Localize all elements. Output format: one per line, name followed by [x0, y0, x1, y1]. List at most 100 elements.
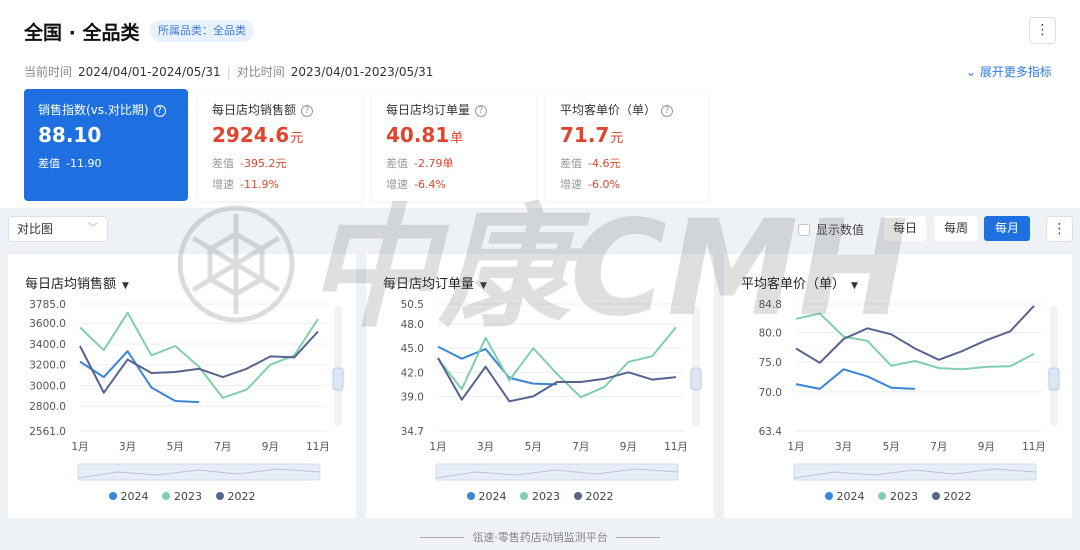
- legend-label: 2023: [890, 490, 918, 503]
- y-tick-label: 50.5: [401, 299, 424, 311]
- x-zoom-preview: [77, 468, 321, 479]
- x-tick-label: 7月: [572, 441, 589, 453]
- chart-card-orders: 每日店均订单量 ▼ 50.5 48.0 45.0 42.0 39.0 34.7 1月 3月 5月 7…: [366, 254, 714, 518]
- more-menu-icon[interactable]: ⋮: [1029, 17, 1056, 44]
- y-tick-label: 84.8: [759, 299, 782, 311]
- chart-plot-sales[interactable]: 3785.0 3600.0 3400.0 3200.0 3000.0 2800.0 2561…: [8, 294, 356, 484]
- kpi-growth-label: 增速: [212, 178, 234, 191]
- legend-item-2023[interactable]: 2023: [162, 490, 202, 503]
- chart-title: 每日店均订单量: [383, 277, 475, 292]
- chevron-down-icon: ⌄: [966, 65, 980, 79]
- x-tick-label: 1月: [787, 441, 804, 453]
- chart-title-selector[interactable]: 每日店均订单量 ▼: [383, 273, 487, 292]
- legend-item-2024[interactable]: 2024: [108, 490, 149, 503]
- y-tick-label: 80.0: [759, 327, 782, 339]
- kpi-growth-label: 增速: [386, 178, 408, 191]
- legend-label: 2024: [836, 490, 865, 503]
- compare-chart-select[interactable]: 对比图 ﹀: [8, 216, 108, 242]
- footer-line: [615, 537, 660, 538]
- granularity-day-button[interactable]: 每日: [884, 216, 926, 241]
- y-tick-label: 3600.0: [29, 318, 66, 330]
- x-tick-label: 3月: [477, 441, 494, 453]
- kpi-card-daily-sales[interactable]: 每日店均销售额? 2924.6元 差值 -395.2元 增速 -11.9%: [198, 89, 362, 201]
- legend-item-2023[interactable]: 2023: [878, 490, 918, 503]
- kpi-diff-label: 差值: [560, 157, 582, 170]
- x-tick-label: 9月: [620, 441, 637, 453]
- legend-item-2022[interactable]: 2022: [573, 490, 614, 503]
- legend-label: 2023: [532, 490, 560, 503]
- legend-dot-icon: [573, 492, 582, 500]
- x-tick-label: 3月: [119, 441, 136, 453]
- legend-item-2023[interactable]: 2023: [520, 490, 560, 503]
- kpi-unit: 单: [450, 131, 464, 146]
- help-icon[interactable]: ?: [153, 105, 166, 117]
- series-line-2023: [795, 312, 1035, 371]
- chart-title-selector[interactable]: 平均客单价（单） ▼: [741, 273, 858, 292]
- category-badge[interactable]: 所属品类：全品类: [150, 20, 254, 42]
- y-tick-label: 2800.0: [29, 401, 66, 413]
- kpi-unit: 元: [290, 131, 304, 146]
- legend-label: 2022: [227, 490, 256, 503]
- chevron-down-icon: ﹀: [88, 223, 98, 234]
- kpi-diff-value: -11.90: [66, 157, 102, 170]
- legend-dot-icon: [878, 492, 886, 500]
- help-icon[interactable]: ?: [475, 105, 488, 117]
- compare-chart-select-value: 对比图: [17, 222, 54, 236]
- y-tick-label: 3200.0: [29, 360, 66, 372]
- expand-metrics-link[interactable]: ⌄ 展开更多指标: [966, 63, 1052, 80]
- legend-dot-icon: [520, 492, 528, 500]
- x-tick-label: 1月: [429, 441, 446, 453]
- series-line-2023: [437, 326, 677, 399]
- caret-down-icon: ▼: [480, 281, 487, 291]
- chart-card-avg-price: 平均客单价（单） ▼ 84.8 80.0 75.0 70.0 63.4 1月 3月 5月 7月 9月…: [724, 254, 1072, 518]
- help-icon[interactable]: ?: [301, 105, 314, 117]
- chart-legend: 2024 2023 2022: [724, 490, 1072, 503]
- legend-label: 2022: [585, 490, 614, 503]
- show-values-toggle[interactable]: 显示数值: [798, 221, 864, 238]
- chart-more-menu-icon[interactable]: ⋮: [1046, 216, 1073, 242]
- legend-item-2024[interactable]: 2024: [466, 490, 507, 503]
- kpi-diff-value: -4.6元: [588, 157, 621, 170]
- kpi-card-avg-price[interactable]: 平均客单价（单）? 71.7元 差值 -4.6元 增速 -6.0%: [546, 89, 708, 201]
- kpi-card-sales-index[interactable]: 销售指数(vs.对比期)? 88.10 差值 -11.90: [24, 89, 188, 201]
- kpi-diff-label: 差值: [38, 157, 60, 170]
- kpi-label: 每日店均销售额: [212, 103, 297, 117]
- y-zoom-handle: [332, 367, 344, 391]
- legend-item-2022[interactable]: 2022: [931, 490, 972, 503]
- x-tick-label: 5月: [883, 441, 900, 453]
- granularity-week-button[interactable]: 每周: [934, 216, 978, 241]
- caret-down-icon: ▼: [851, 281, 858, 291]
- kpi-diff-value: -395.2元: [240, 157, 287, 170]
- chart-plot-orders[interactable]: 50.5 48.0 45.0 42.0 39.0 34.7 1月 3月 5月 7月 9月 11月: [366, 294, 714, 484]
- series-line-2022: [437, 357, 677, 403]
- kpi-card-daily-orders[interactable]: 每日店均订单量? 40.81单 差值 -2.79单 增速 -6.4%: [372, 89, 536, 201]
- chart-title: 每日店均销售额: [25, 277, 117, 292]
- series-line-2024: [795, 368, 916, 390]
- y-tick-label: 34.7: [401, 426, 424, 438]
- x-tick-label: 11月: [306, 441, 330, 453]
- chart-card-sales: 每日店均销售额 ▼ 3785.0 3600.0 3400.0 3200.0 3000.0 2…: [8, 254, 356, 518]
- series-line-2024: [79, 350, 200, 404]
- y-tick-label: 39.0: [401, 391, 424, 403]
- x-tick-label: 5月: [525, 441, 542, 453]
- page-footer: 瓴速·零售药店动销监测平台: [0, 529, 1080, 545]
- legend-item-2024[interactable]: 2024: [824, 490, 865, 503]
- legend-dot-icon: [108, 492, 117, 500]
- kpi-growth-value: -11.9%: [240, 178, 279, 191]
- checkbox[interactable]: [798, 224, 810, 236]
- page-title: 全国 · 全品类: [24, 22, 140, 44]
- legend-item-2022[interactable]: 2022: [215, 490, 256, 503]
- granularity-month-button[interactable]: 每月: [984, 216, 1030, 241]
- x-tick-label: 1月: [71, 441, 88, 453]
- chart-title-selector[interactable]: 每日店均销售额 ▼: [25, 273, 129, 292]
- y-tick-label: 3785.0: [29, 299, 66, 311]
- series-line-2022: [79, 330, 319, 394]
- kpi-value: 2924.6: [212, 123, 290, 147]
- kpi-value: 88.10: [38, 123, 102, 147]
- series-line-2022: [795, 305, 1035, 364]
- y-tick-label: 48.0: [401, 319, 424, 331]
- caret-down-icon: ▼: [122, 281, 129, 291]
- kpi-value: 71.7: [560, 123, 610, 147]
- chart-plot-avg-price[interactable]: 84.8 80.0 75.0 70.0 63.4 1月 3月 5月 7月 9月 11月: [724, 294, 1072, 484]
- help-icon[interactable]: ?: [661, 105, 674, 117]
